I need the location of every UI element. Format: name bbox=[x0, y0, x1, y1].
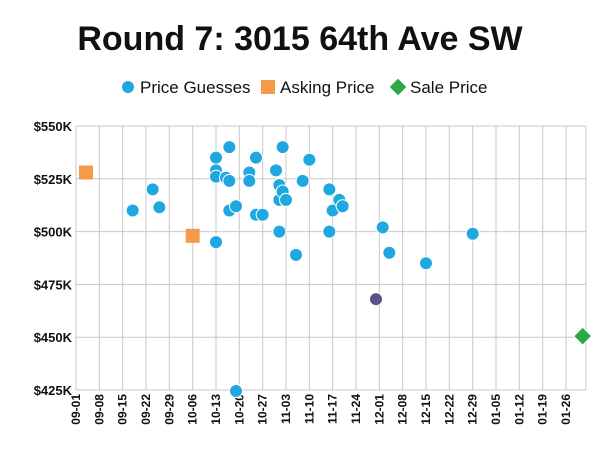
x-tick-label: 12-22 bbox=[442, 394, 456, 425]
x-tick-label: 09-22 bbox=[139, 394, 153, 425]
x-tick-label: 01-19 bbox=[536, 394, 550, 425]
y-tick-label: $550K bbox=[34, 119, 73, 134]
x-tick-label: 10-20 bbox=[232, 394, 246, 425]
price-guesses-point bbox=[375, 220, 390, 235]
price-guesses-point bbox=[322, 224, 337, 239]
price-guesses-point bbox=[145, 182, 160, 197]
price-guesses-point bbox=[255, 207, 270, 222]
x-tick-label: 11-17 bbox=[326, 394, 340, 424]
price-guesses-point bbox=[229, 199, 243, 214]
legend-label-price-guesses: Price Guesses bbox=[140, 78, 251, 97]
legend-label-sale-price: Sale Price bbox=[410, 78, 487, 97]
asking-price-point bbox=[185, 228, 200, 243]
price-guesses-point bbox=[419, 256, 433, 271]
x-tick-label: 12-08 bbox=[396, 394, 410, 425]
x-tick-label: 09-29 bbox=[162, 394, 176, 425]
y-tick-label: $500K bbox=[34, 225, 73, 240]
x-tick-label: 01-26 bbox=[559, 394, 573, 425]
x-tick-label: 10-06 bbox=[186, 394, 200, 425]
price-guesses-point bbox=[275, 140, 290, 155]
price-guesses-point bbox=[295, 173, 310, 188]
x-tick-label: 11-24 bbox=[349, 394, 363, 424]
legend-marker-asking-price bbox=[261, 80, 275, 94]
price-guesses-point bbox=[335, 199, 350, 214]
x-tick-label: 10-27 bbox=[256, 394, 270, 425]
legend-marker-price-guesses bbox=[121, 80, 135, 94]
x-tick-label: 11-10 bbox=[302, 394, 316, 424]
price-guesses-point bbox=[125, 203, 140, 218]
price-guesses-point bbox=[222, 140, 237, 155]
price-guesses-point bbox=[209, 235, 223, 250]
x-tick-label: 10-13 bbox=[209, 394, 223, 425]
legend-label-asking-price: Asking Price bbox=[280, 78, 374, 97]
price-guesses-point bbox=[152, 200, 167, 215]
price-guesses-point bbox=[279, 192, 293, 207]
y-tick-label: $525K bbox=[34, 172, 73, 187]
x-tick-label: 11-03 bbox=[279, 394, 293, 424]
price-guesses-point bbox=[302, 152, 317, 167]
price-guesses-point bbox=[289, 247, 303, 262]
y-tick-label: $425K bbox=[34, 383, 73, 398]
price-guesses-point bbox=[272, 224, 287, 239]
legend: Price Guesses Asking Price Sale Price bbox=[121, 77, 487, 97]
chart-title: Round 7: 3015 64th Ave SW bbox=[77, 20, 523, 58]
x-tick-label: 12-01 bbox=[372, 394, 386, 425]
x-tick-label: 09-01 bbox=[69, 394, 83, 425]
price-guesses-point bbox=[222, 173, 237, 188]
asking-price-point bbox=[79, 165, 93, 180]
price-guesses-point bbox=[242, 173, 257, 188]
x-tick-label: 09-15 bbox=[116, 394, 130, 425]
price-guesses-point bbox=[249, 150, 263, 165]
price-guesses-point bbox=[465, 226, 480, 241]
price-guesses-point bbox=[322, 182, 337, 197]
x-tick-label: 09-08 bbox=[92, 394, 106, 425]
x-tick-label: 12-15 bbox=[419, 394, 433, 425]
legend-marker-sale-price bbox=[388, 77, 408, 97]
x-tick-label: 01-05 bbox=[489, 394, 503, 425]
price-guesses-point bbox=[229, 384, 243, 399]
x-tick-label: 12-29 bbox=[466, 394, 480, 425]
data-points bbox=[79, 140, 593, 399]
price-guesses-point bbox=[209, 150, 223, 165]
y-axis-ticks: $425K $450K $475K $500K $525K $550K bbox=[34, 119, 73, 398]
price-guesses-point bbox=[269, 163, 283, 178]
other-point-point bbox=[369, 292, 383, 307]
y-tick-label: $475K bbox=[34, 277, 73, 292]
price-guesses-point bbox=[382, 245, 397, 260]
x-tick-label: 01-12 bbox=[512, 394, 526, 425]
sale-price-point bbox=[572, 326, 593, 346]
x-axis-ticks: 09-01 09-08 09-15 09-22 09-29 10-06 10-13 10-20… bbox=[69, 394, 573, 425]
gridlines bbox=[75, 125, 587, 391]
y-tick-label: $450K bbox=[34, 330, 73, 345]
